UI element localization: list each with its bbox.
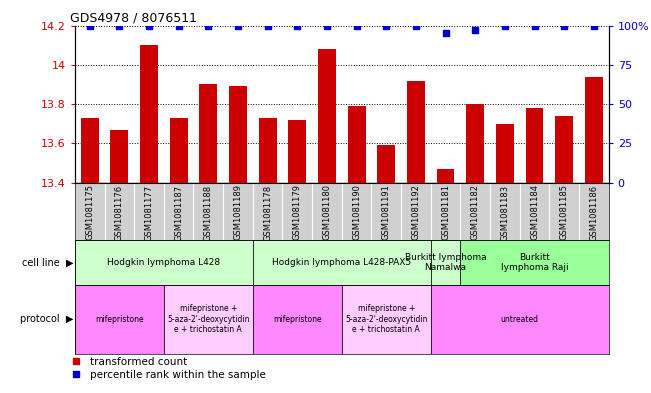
Bar [490,183,519,240]
Bar [585,77,603,183]
Point [203,22,214,29]
Bar [134,183,164,240]
Bar [229,86,247,183]
Bar [81,118,98,183]
Bar [579,183,609,240]
Point [470,27,480,33]
Bar [519,183,549,240]
Point [381,22,391,29]
Text: GSM1081184: GSM1081184 [530,184,539,241]
Text: untreated: untreated [501,315,539,324]
Text: GSM1081175: GSM1081175 [85,184,94,241]
Bar [401,183,431,240]
Bar [437,169,454,183]
Bar [283,183,312,240]
Text: GSM1081176: GSM1081176 [115,184,124,241]
Text: GSM1081178: GSM1081178 [263,184,272,241]
Text: mifepristone: mifepristone [95,315,144,324]
Bar [253,240,431,285]
Text: GSM1081190: GSM1081190 [352,184,361,241]
Bar [75,240,253,285]
Text: Burkitt
lymphoma Raji: Burkitt lymphoma Raji [501,253,568,272]
Bar [378,145,395,183]
Bar [199,84,217,183]
Point [292,22,303,29]
Bar [348,106,365,183]
Text: cell line  ▶: cell line ▶ [22,257,74,267]
Bar [164,285,253,354]
Bar [253,285,342,354]
Text: mifepristone +
5-aza-2'-deoxycytidin
e + trichostatin A: mifepristone + 5-aza-2'-deoxycytidin e +… [345,305,428,334]
Bar [525,108,544,183]
Point [500,22,510,29]
Text: GSM1081185: GSM1081185 [560,184,569,241]
Text: GSM1081187: GSM1081187 [174,184,183,241]
Bar [164,183,193,240]
Bar [223,183,253,240]
Bar [549,183,579,240]
Text: Hodgkin lymphoma L428-PAX5: Hodgkin lymphoma L428-PAX5 [272,258,411,267]
Point [322,22,332,29]
Point [411,22,421,29]
Text: GSM1081181: GSM1081181 [441,184,450,241]
Bar [372,183,401,240]
Point [144,22,154,29]
Point [352,22,362,29]
Text: GSM1081192: GSM1081192 [411,184,421,241]
Point [262,22,273,29]
Text: GSM1081182: GSM1081182 [471,184,480,241]
Point [85,22,95,29]
Bar [496,124,514,183]
Bar [312,183,342,240]
Text: GDS4978 / 8076511: GDS4978 / 8076511 [70,11,197,24]
Bar [105,183,134,240]
Point [589,22,599,29]
Text: protocol  ▶: protocol ▶ [20,314,74,324]
Bar [288,120,306,183]
Text: Burkitt lymphoma
Namalwa: Burkitt lymphoma Namalwa [405,253,486,272]
Text: GSM1081179: GSM1081179 [293,184,302,241]
Text: mifepristone: mifepristone [273,315,322,324]
Bar [342,285,431,354]
Bar [555,116,573,183]
Bar [111,130,128,183]
Point [114,22,124,29]
Bar [140,45,158,183]
Point [440,30,450,37]
Bar [170,118,187,183]
Bar [466,104,484,183]
Point [173,22,184,29]
Text: GSM1081189: GSM1081189 [234,184,242,241]
Bar [460,240,609,285]
Bar [431,240,460,285]
Bar [258,118,277,183]
Text: GSM1081177: GSM1081177 [145,184,154,241]
Text: GSM1081188: GSM1081188 [204,184,213,241]
Point [529,22,540,29]
Bar [193,183,223,240]
Text: GSM1081180: GSM1081180 [322,184,331,241]
Bar [342,183,372,240]
Bar [431,183,460,240]
Bar [460,183,490,240]
Text: Hodgkin lymphoma L428: Hodgkin lymphoma L428 [107,258,221,267]
Bar [318,49,336,183]
Text: GSM1081183: GSM1081183 [501,184,509,241]
Bar [75,183,105,240]
Bar [407,81,425,183]
Bar [253,183,283,240]
Text: GSM1081191: GSM1081191 [381,184,391,241]
Legend: transformed count, percentile rank within the sample: transformed count, percentile rank withi… [67,353,270,384]
Point [233,22,243,29]
Text: mifepristone +
5-aza-2'-deoxycytidin
e + trichostatin A: mifepristone + 5-aza-2'-deoxycytidin e +… [167,305,249,334]
Bar [431,285,609,354]
Bar [75,285,164,354]
Point [559,22,570,29]
Text: GSM1081186: GSM1081186 [589,184,598,241]
